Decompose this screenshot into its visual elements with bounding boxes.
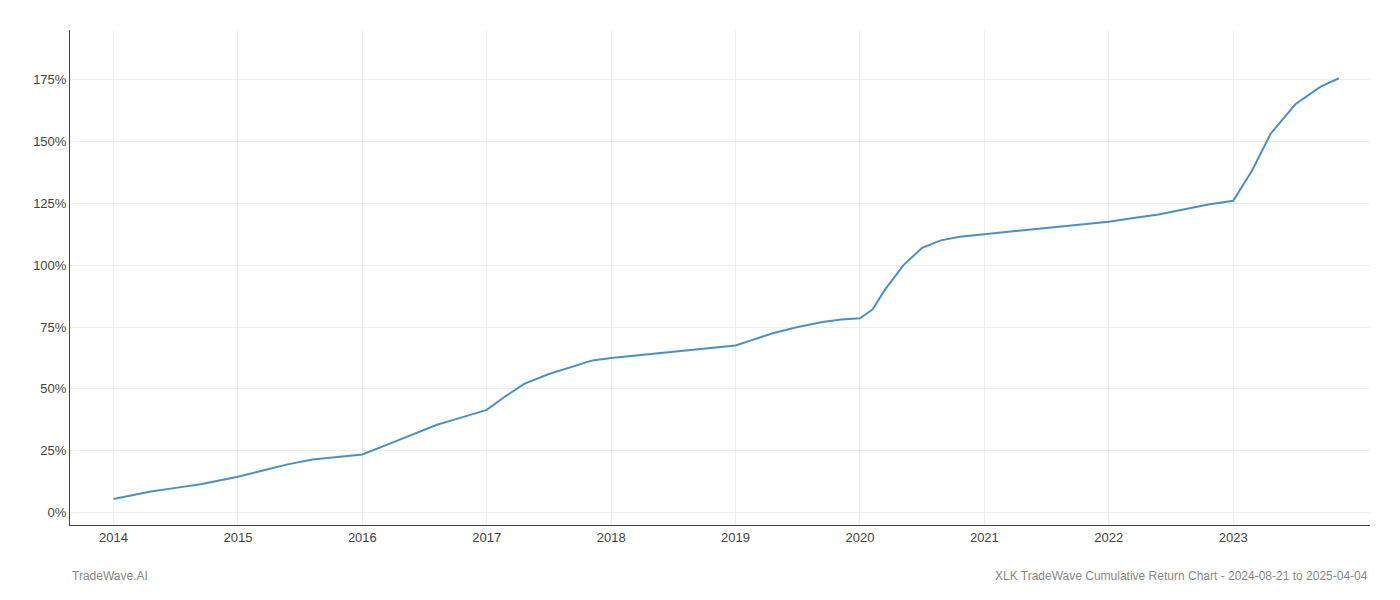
svg-text:2021: 2021 — [970, 530, 999, 545]
svg-text:TradeWave.AI: TradeWave.AI — [72, 569, 148, 583]
svg-text:2020: 2020 — [845, 530, 874, 545]
svg-text:125%: 125% — [33, 196, 67, 211]
svg-text:2022: 2022 — [1094, 530, 1123, 545]
svg-text:75%: 75% — [40, 320, 66, 335]
svg-text:2015: 2015 — [223, 530, 252, 545]
svg-text:2018: 2018 — [597, 530, 626, 545]
svg-text:25%: 25% — [40, 443, 66, 458]
svg-text:XLK TradeWave Cumulative Retur: XLK TradeWave Cumulative Return Chart - … — [995, 569, 1368, 583]
svg-text:2016: 2016 — [348, 530, 377, 545]
svg-text:2023: 2023 — [1219, 530, 1248, 545]
svg-text:50%: 50% — [40, 381, 66, 396]
svg-text:175%: 175% — [33, 72, 67, 87]
svg-text:150%: 150% — [33, 134, 67, 149]
svg-text:2014: 2014 — [99, 530, 128, 545]
svg-text:2019: 2019 — [721, 530, 750, 545]
svg-text:0%: 0% — [48, 505, 67, 520]
svg-text:100%: 100% — [33, 258, 67, 273]
svg-text:2017: 2017 — [472, 530, 501, 545]
